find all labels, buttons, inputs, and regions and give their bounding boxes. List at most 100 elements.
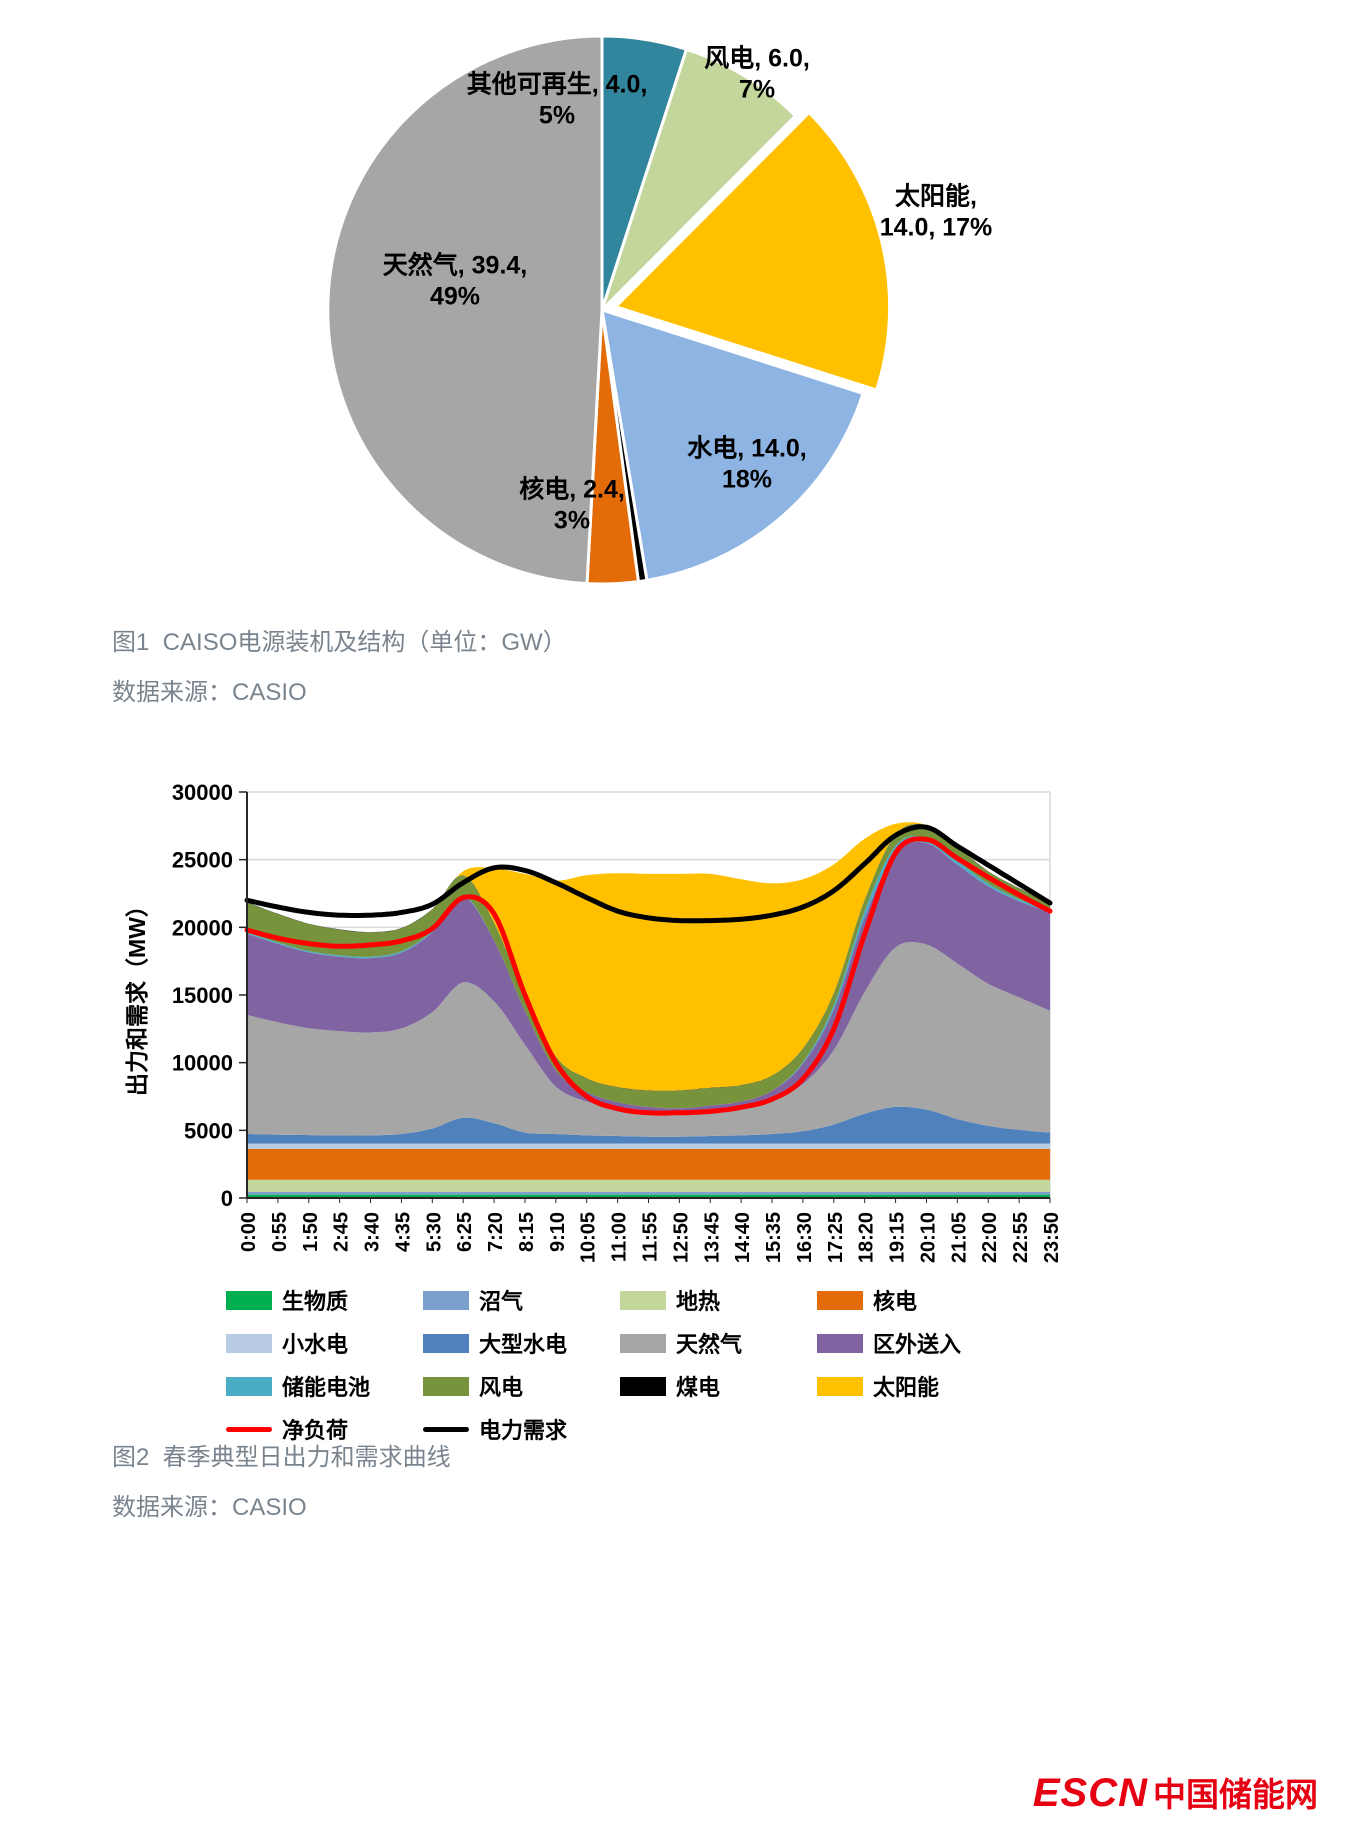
y-tick-label: 15000 (172, 983, 233, 1008)
logo-site-name: 中国储能网 (1153, 1776, 1318, 1813)
area-layer-11 (247, 822, 1050, 1091)
legend-label: 天然气 (676, 1332, 743, 1357)
x-tick-label: 1:50 (300, 1212, 322, 1252)
pie-slice-2 (612, 110, 892, 392)
legend-label: 生物质 (282, 1289, 349, 1314)
x-tick-label: 18:20 (856, 1212, 878, 1263)
legend-label: 沼气 (479, 1289, 524, 1314)
x-tick-label: 0:55 (269, 1212, 291, 1252)
x-tick-label: 8:15 (516, 1212, 538, 1252)
legend-item-11: 太阳能 (817, 1370, 1014, 1402)
figure2-source: 数据来源：CASIO (112, 1494, 307, 1521)
legend-label: 核电 (873, 1289, 918, 1314)
legend-color-swatch (817, 1290, 863, 1310)
figure2-caption: 图2 春季典型日出力和需求曲线 (112, 1444, 451, 1471)
y-tick-label: 25000 (172, 848, 233, 873)
legend-item-13: 电力需求 (423, 1413, 620, 1445)
demand-line (244, 824, 1053, 924)
y-axis-title: 出力和需求（MW） (125, 894, 150, 1096)
x-tick-label: 7:20 (485, 1212, 507, 1252)
legend-color-swatch (817, 1333, 863, 1353)
legend-item-2: 地热 (620, 1284, 817, 1316)
legend-item-3: 核电 (817, 1284, 1014, 1316)
x-tick-label: 20:10 (917, 1212, 939, 1263)
x-tick-label: 3:40 (362, 1212, 384, 1252)
pie-chart (326, 34, 892, 586)
legend-item-10: 煤电 (620, 1370, 817, 1402)
legend-item-12: 净负荷 (226, 1413, 423, 1445)
legend-color-swatch (620, 1333, 666, 1353)
area-layer-4 (247, 1143, 1050, 1149)
legend-item-9: 风电 (423, 1370, 620, 1402)
net-load-line (244, 836, 1053, 1116)
y-tick-label: 0 (221, 1186, 233, 1211)
area-layer-3 (247, 1148, 1050, 1180)
legend-item-5: 大型水电 (423, 1327, 620, 1359)
x-tick-label: 23:50 (1041, 1212, 1063, 1263)
x-tick-label: 2:45 (331, 1212, 353, 1252)
x-tick-label: 15:35 (763, 1212, 785, 1263)
x-tick-label: 11:00 (609, 1212, 631, 1262)
legend-label: 煤电 (676, 1375, 721, 1400)
legend-item-6: 天然气 (620, 1327, 817, 1359)
logo-escn-text: ESCN (1032, 1771, 1148, 1815)
legend-label: 区外送入 (873, 1332, 962, 1357)
legend-label: 风电 (479, 1375, 524, 1400)
legend-label: 电力需求 (479, 1418, 568, 1443)
figure1-source: 数据来源：CASIO (112, 679, 307, 706)
x-tick-label: 17:25 (825, 1212, 847, 1263)
figure1-caption: 图1 CAISO电源装机及结构（单位：GW） (112, 629, 567, 656)
legend-item-0: 生物质 (226, 1284, 423, 1316)
legend-item-7: 区外送入 (817, 1327, 1014, 1359)
area-layer-6 (247, 941, 1050, 1137)
legend-color-swatch (226, 1376, 272, 1396)
legend-color-swatch (423, 1376, 469, 1396)
legend-label: 储能电池 (282, 1375, 371, 1400)
area-layer-5 (247, 1106, 1050, 1144)
area-layer-7 (247, 841, 1050, 1114)
legend-color-swatch (226, 1333, 272, 1353)
pie-slice-1 (600, 47, 798, 312)
x-tick-label: 14:40 (732, 1212, 754, 1263)
legend-item-8: 储能电池 (226, 1370, 423, 1402)
y-tick-label: 30000 (172, 780, 233, 805)
legend-item-1: 沼气 (423, 1284, 620, 1316)
legend-label: 净负荷 (282, 1418, 349, 1443)
x-tick-label: 13:45 (701, 1212, 723, 1263)
x-tick-label: 0:00 (238, 1212, 260, 1252)
x-tick-label: 22:00 (979, 1212, 1001, 1263)
legend-line-swatch (226, 1426, 272, 1432)
y-tick-label: 5000 (184, 1118, 233, 1143)
x-tick-label: 22:55 (1010, 1212, 1032, 1263)
pie-slice-3 (600, 307, 865, 583)
x-tick-label: 9:10 (547, 1212, 569, 1252)
legend-label: 地热 (676, 1289, 721, 1314)
area-layer-1 (247, 1191, 1050, 1195)
legend-label: 小水电 (282, 1332, 349, 1357)
x-tick-label: 4:35 (392, 1212, 414, 1252)
legend-color-swatch (817, 1376, 863, 1396)
escn-logo: ESCN 中国储能网 (1033, 1768, 1318, 1816)
chart-legend: 生物质 沼气 地热 核电小水电 大型水电 天然气 区外送入储能电池 风电 煤电 太阳能净负荷 电力需… (226, 1284, 1014, 1445)
x-tick-label: 12:50 (670, 1212, 692, 1263)
y-tick-label: 20000 (172, 915, 233, 940)
x-tick-label: 6:25 (454, 1212, 476, 1252)
legend-label: 太阳能 (873, 1375, 940, 1400)
stacked-area-chart: 0 5000 10000 15000 20000 25000 30000 出力和需求（MW） 0… (125, 780, 1063, 1263)
x-tick-label: 5:30 (423, 1212, 445, 1252)
x-tick-label: 10:05 (578, 1212, 600, 1263)
x-tick-label: 16:30 (794, 1212, 816, 1263)
legend-color-swatch (620, 1290, 666, 1310)
pie-slice-6 (326, 34, 604, 586)
legend-label: 大型水电 (479, 1332, 568, 1357)
legend-item-4: 小水电 (226, 1327, 423, 1359)
x-tick-label: 21:05 (948, 1212, 970, 1263)
area-layer-2 (247, 1179, 1050, 1192)
x-tick-label: 19:15 (887, 1212, 909, 1263)
legend-color-swatch (226, 1290, 272, 1310)
y-tick-label: 10000 (172, 1051, 233, 1076)
legend-color-swatch (620, 1376, 666, 1396)
legend-color-swatch (423, 1333, 469, 1353)
x-tick-label: 11:55 (640, 1212, 662, 1262)
legend-color-swatch (423, 1290, 469, 1310)
